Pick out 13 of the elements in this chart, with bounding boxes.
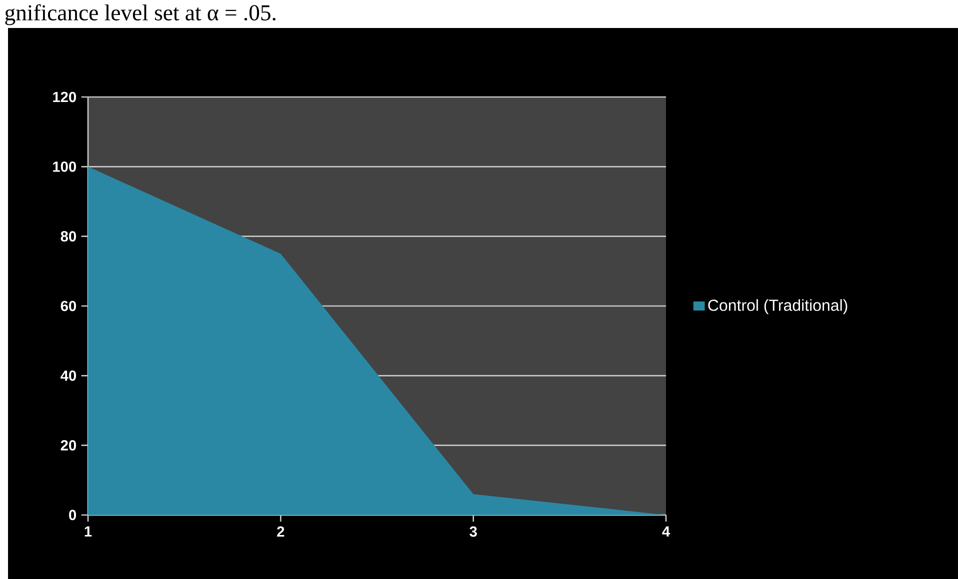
y-tick-label: 40 [60,370,76,381]
y-tick-label: 120 [53,92,76,102]
y-tick-label: 20 [60,440,76,451]
y-tick-label: 60 [60,300,76,312]
y-tick-label: 0 [69,510,76,520]
y-tick-label: 100 [53,161,76,172]
y-tick-label: 80 [60,231,76,242]
x-tick-label: 4 [662,526,670,536]
x-tick-label: 1 [84,526,92,536]
text: gnificance level set at α = .05. [5,4,276,26]
legend-label: Control (Traditional) [708,299,848,314]
x-tick-label: 2 [277,526,284,537]
x-tick-label: 3 [470,526,477,537]
